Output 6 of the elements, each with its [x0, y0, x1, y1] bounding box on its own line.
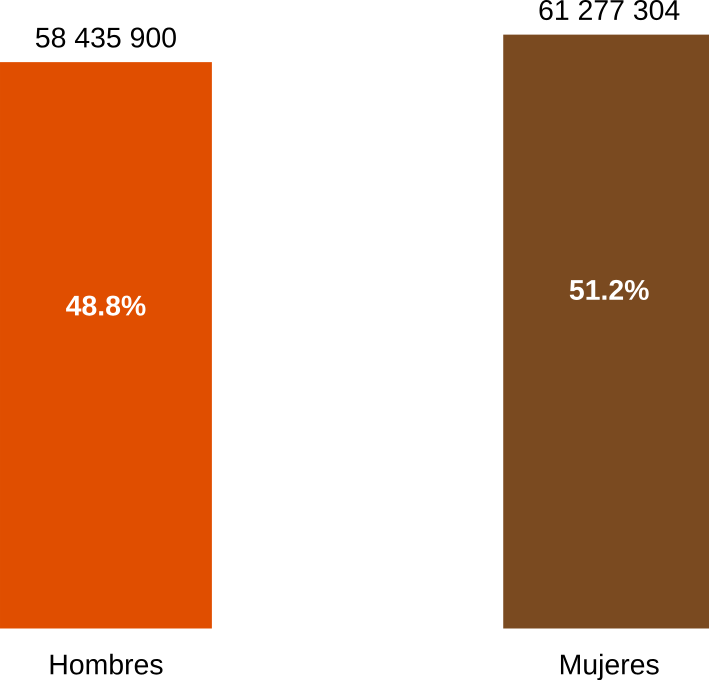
data-label: 61 277 304	[540, 0, 680, 20]
data-label: 58 435 900	[36, 27, 176, 48]
annotation: 51.2%	[570, 280, 649, 300]
x-tick-label: Hombres	[50, 654, 163, 674]
annotation: 48.8%	[66, 296, 146, 316]
x-tick-label: Mujeres	[560, 654, 659, 680]
